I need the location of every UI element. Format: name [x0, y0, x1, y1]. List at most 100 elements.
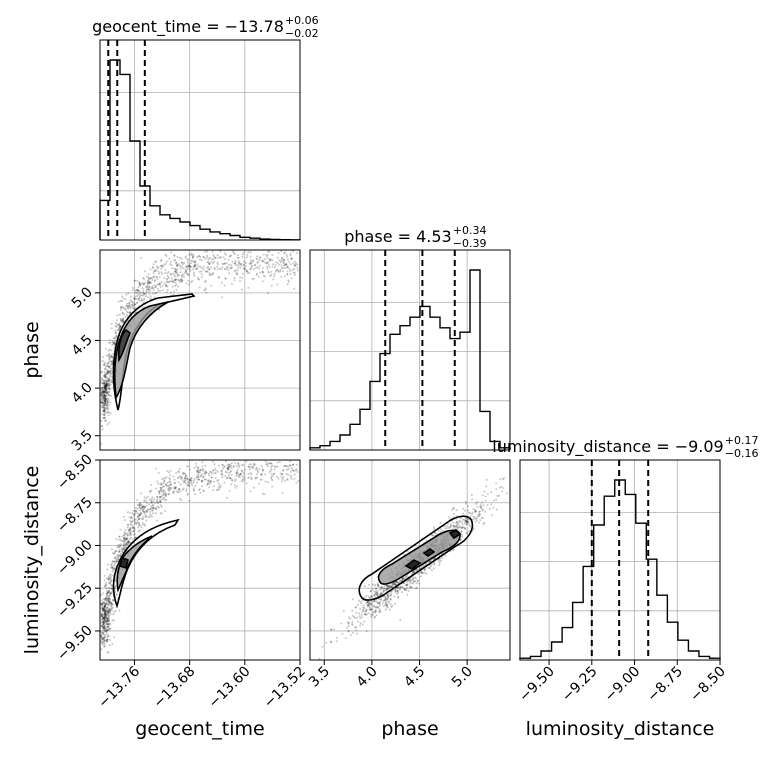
sample-point — [125, 304, 128, 307]
sample-point — [385, 588, 388, 591]
sample-point — [235, 271, 238, 274]
sample-point — [103, 408, 106, 410]
sample-point — [108, 370, 111, 373]
sample-point — [368, 600, 371, 603]
sample-point — [103, 602, 106, 604]
sample-point — [104, 402, 107, 404]
sample-point — [118, 548, 121, 551]
sample-point — [264, 480, 267, 483]
sample-point — [335, 640, 338, 643]
sample-point — [117, 545, 120, 548]
sample-point — [199, 469, 201, 472]
sample-point — [284, 465, 287, 467]
sample-point — [109, 367, 112, 370]
sample-point — [245, 269, 248, 272]
sample-point — [411, 582, 414, 585]
sample-point — [102, 397, 105, 400]
sample-point — [255, 473, 258, 476]
sample-point — [138, 283, 141, 286]
y-tick-label-phase: 4.0 — [69, 380, 96, 407]
sample-point — [104, 395, 107, 398]
sample-point — [152, 263, 155, 266]
sample-point — [364, 613, 367, 616]
sample-point — [109, 381, 112, 384]
sample-point — [103, 411, 106, 414]
sample-point — [393, 595, 396, 598]
sample-point — [347, 625, 350, 628]
sample-point — [126, 537, 129, 540]
sample-point — [103, 395, 106, 397]
sample-point — [118, 546, 121, 549]
sample-point — [281, 270, 284, 273]
sample-point — [134, 520, 136, 523]
sample-point — [129, 311, 132, 314]
sample-point — [409, 585, 411, 588]
sample-point — [240, 288, 243, 291]
sample-point — [249, 251, 252, 254]
sample-point — [177, 470, 180, 473]
sample-point — [102, 608, 105, 611]
sample-point — [106, 629, 109, 632]
sample-point — [111, 343, 114, 346]
sample-point — [104, 583, 107, 586]
sample-point — [255, 274, 258, 276]
sample-point — [111, 560, 114, 563]
sample-point — [105, 386, 108, 389]
sample-point — [282, 476, 285, 479]
sample-point — [115, 560, 118, 563]
sample-point — [120, 305, 123, 308]
sample-point — [140, 297, 143, 300]
sample-point — [230, 464, 233, 467]
sample-point — [393, 583, 396, 586]
sample-point — [335, 636, 338, 639]
sample-point — [107, 578, 109, 581]
sample-point — [107, 353, 110, 356]
sample-point — [115, 549, 118, 552]
sample-point — [258, 468, 261, 470]
sample-point — [149, 268, 152, 271]
sample-point — [201, 468, 204, 470]
sample-point — [167, 487, 170, 489]
sample-point — [230, 266, 233, 269]
sample-point — [168, 477, 171, 480]
sample-point — [179, 271, 182, 274]
sample-point — [106, 617, 109, 620]
sample-point — [104, 615, 107, 618]
sample-point — [105, 612, 108, 615]
sample-point — [126, 511, 129, 514]
sample-point — [107, 623, 110, 626]
sample-point — [240, 263, 243, 266]
sample-point — [150, 281, 153, 284]
sample-point — [105, 599, 108, 602]
sample-point — [224, 460, 227, 463]
sample-point — [187, 483, 190, 486]
sample-point — [103, 605, 106, 608]
sample-point — [365, 630, 368, 632]
sample-point — [198, 488, 201, 490]
sample-point — [201, 461, 204, 464]
sample-point — [161, 478, 164, 480]
sample-point — [103, 618, 106, 621]
sample-point — [113, 337, 116, 339]
sample-point — [105, 614, 108, 617]
sample-point — [391, 582, 394, 585]
sample-point — [141, 306, 144, 309]
title-lower-geocent_time: −0.02 — [285, 27, 319, 40]
sample-point — [102, 598, 105, 600]
sample-point — [262, 260, 265, 263]
sample-point — [396, 589, 399, 592]
sample-point — [110, 587, 113, 590]
sample-point — [144, 295, 147, 298]
sample-point — [102, 626, 105, 629]
sample-point — [182, 481, 185, 484]
sample-point — [129, 536, 132, 539]
sample-point — [357, 620, 360, 623]
sample-point — [104, 391, 107, 394]
sample-point — [261, 259, 264, 262]
sample-point — [384, 604, 387, 607]
sample-point — [130, 304, 133, 306]
sample-point — [127, 539, 130, 542]
contour-geocent_time-luminosity_distance-2 — [119, 556, 129, 570]
sample-point — [140, 503, 143, 506]
